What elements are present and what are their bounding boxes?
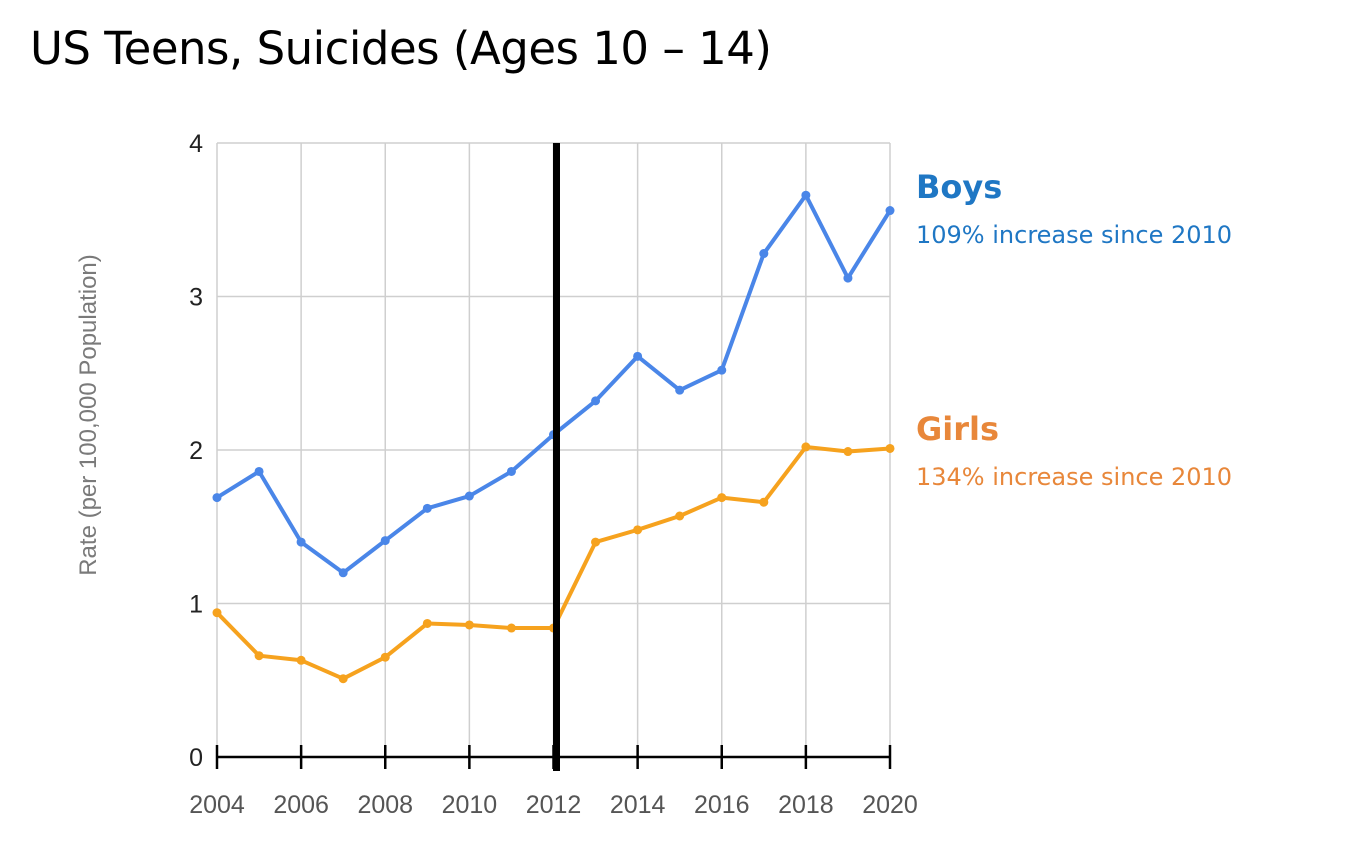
boys-point-2008 bbox=[380, 536, 390, 546]
girls-point-2013 bbox=[591, 537, 601, 547]
x-tick-label-2012: 2012 bbox=[526, 791, 582, 819]
boys-point-2005 bbox=[254, 466, 264, 476]
girls-annotation: Girls 134% increase since 2010 bbox=[916, 410, 1232, 492]
boys-point-2011 bbox=[506, 466, 516, 476]
girls-point-2015 bbox=[675, 511, 685, 521]
girls-point-2016 bbox=[717, 493, 727, 503]
x-tick-label-2018: 2018 bbox=[778, 791, 834, 819]
y-tick-label-4: 4 bbox=[189, 130, 203, 158]
x-tick-label-2008: 2008 bbox=[357, 791, 413, 819]
girls-point-2019 bbox=[843, 447, 853, 457]
girls-point-2014 bbox=[633, 525, 643, 535]
x-tick-label-2014: 2014 bbox=[610, 791, 666, 819]
boys-label: Boys bbox=[916, 168, 1003, 206]
y-tick-label-2: 2 bbox=[189, 437, 203, 465]
boys-point-2009 bbox=[422, 503, 432, 513]
boys-point-2020 bbox=[885, 206, 895, 216]
girls-point-2006 bbox=[296, 655, 306, 665]
girls-point-2009 bbox=[422, 618, 432, 628]
boys-annotation: Boys 109% increase since 2010 bbox=[916, 168, 1232, 250]
boys-point-2017 bbox=[759, 249, 769, 259]
boys-point-2018 bbox=[801, 190, 811, 200]
girls-point-2005 bbox=[254, 651, 264, 661]
boys-point-2004 bbox=[212, 493, 222, 503]
page-title: US Teens, Suicides (Ages 10 – 14) bbox=[30, 22, 772, 75]
girls-point-2007 bbox=[338, 674, 348, 684]
girls-point-2010 bbox=[464, 620, 474, 630]
boys-point-2007 bbox=[338, 568, 348, 578]
x-tick-label-2020: 2020 bbox=[862, 791, 918, 819]
boys-point-2006 bbox=[296, 537, 306, 547]
boys-point-2015 bbox=[675, 385, 685, 395]
x-tick-label-2010: 2010 bbox=[442, 791, 498, 819]
boys-point-2014 bbox=[633, 351, 643, 361]
boys-point-2016 bbox=[717, 365, 727, 375]
boys-increase-note: 109% increase since 2010 bbox=[916, 221, 1233, 249]
boys-point-2010 bbox=[464, 491, 474, 501]
x-tick-label-2016: 2016 bbox=[694, 791, 750, 819]
girls-point-2011 bbox=[506, 623, 516, 633]
x-tick-label-2006: 2006 bbox=[273, 791, 329, 819]
girls-point-2017 bbox=[759, 497, 769, 507]
y-tick-labels: 0 1 2 3 4 bbox=[189, 130, 203, 772]
boys-point-2019 bbox=[843, 273, 853, 283]
y-axis-label: Rate (per 100,000 Population) bbox=[75, 254, 102, 576]
girls-point-2004 bbox=[212, 608, 222, 618]
y-tick-label-1: 1 bbox=[189, 591, 203, 619]
girls-point-2008 bbox=[380, 652, 390, 662]
y-tick-label-3: 3 bbox=[189, 284, 203, 312]
girls-label: Girls bbox=[916, 410, 1000, 448]
y-tick-label-0: 0 bbox=[189, 744, 203, 772]
boys-point-2013 bbox=[591, 396, 601, 406]
girls-point-2018 bbox=[801, 442, 811, 452]
x-tick-labels: 2004 2006 2008 2010 2012 2014 2016 2018 2020 bbox=[189, 791, 918, 819]
girls-increase-note: 134% increase since 2010 bbox=[916, 463, 1233, 491]
x-tick-label-2004: 2004 bbox=[189, 791, 245, 819]
girls-point-2020 bbox=[885, 443, 895, 453]
